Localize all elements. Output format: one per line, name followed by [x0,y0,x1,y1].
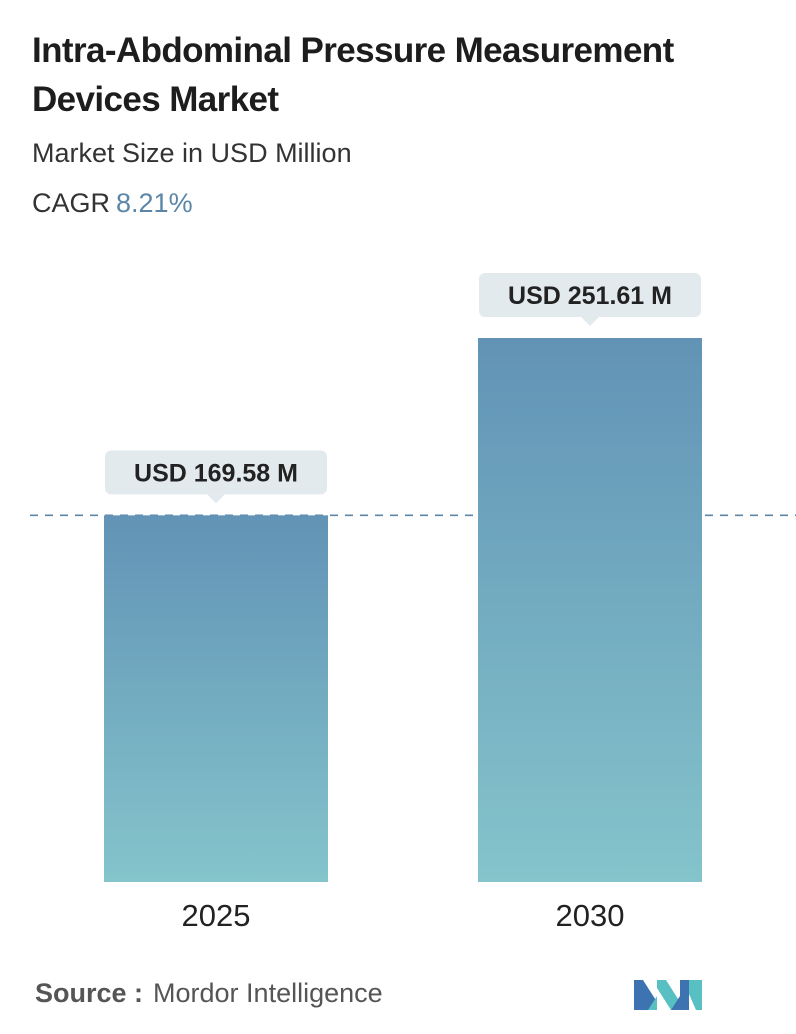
category-label-2030: 2030 [556,898,625,933]
source-label: Source : [35,978,144,1008]
source-credit: Source : Mordor Intelligence [35,978,383,1009]
value-label-text: USD 251.61 M [508,282,672,310]
cagr-label: CAGR [32,188,111,218]
mordor-intelligence-logo [634,980,702,1010]
value-label-text: USD 169.58 M [134,459,298,487]
chart-title: Intra-Abdominal Pressure Measurement Dev… [32,31,674,119]
value-label-2025: USD 169.58 M [105,450,327,504]
chart-subtitle: Market Size in USD Million [32,138,352,168]
bar-2030 [478,338,702,882]
cagr-value: 8.21% [116,188,193,218]
category-label-2025: 2025 [182,898,251,933]
bar-2025 [104,515,328,882]
source-name: Mordor Intelligence [153,978,383,1008]
cagr: CAGR 8.21% [32,188,193,219]
value-label-2030: USD 251.61 M [479,273,701,326]
